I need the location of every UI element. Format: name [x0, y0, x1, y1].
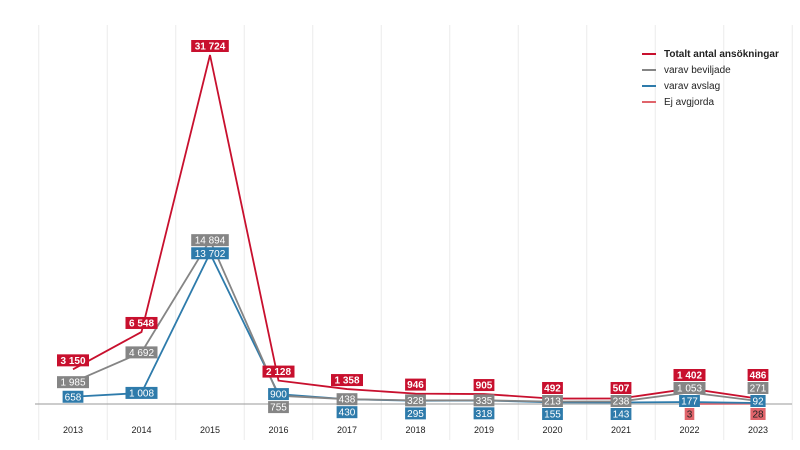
legend-item-avslag: varav avslag: [642, 79, 779, 93]
data-label-bg: [191, 234, 229, 247]
x-tick-label: 2023: [748, 425, 768, 435]
data-label: 3: [687, 410, 693, 421]
data-label-bg: [62, 390, 84, 403]
data-label-bg: [331, 374, 363, 387]
legend-label: varav avslag: [664, 80, 721, 92]
data-label: 155: [544, 410, 561, 421]
data-label-bg: [405, 378, 426, 391]
data-label-bg: [610, 408, 632, 420]
data-label: 3 150: [60, 356, 85, 367]
legend-swatch: [642, 53, 656, 55]
x-tick-label: 2021: [611, 425, 631, 435]
data-label-bg: [191, 247, 229, 260]
data-label-bg: [542, 382, 563, 394]
data-label-bg: [191, 40, 229, 52]
legend-item-total: Totalt antal ansökningar: [642, 47, 779, 61]
data-label: 658: [65, 392, 82, 403]
legend-swatch: [642, 101, 656, 103]
data-label: 430: [339, 408, 356, 419]
legend-label: Ej avgjorda: [664, 96, 715, 108]
data-label-bg: [750, 395, 766, 407]
data-label: 143: [613, 410, 630, 421]
data-label: 1 358: [334, 376, 359, 387]
data-label-bg: [473, 379, 495, 392]
data-label: 295: [407, 409, 424, 420]
legend-swatch: [642, 85, 656, 87]
data-label-bg: [473, 407, 495, 420]
data-label: 92: [752, 397, 764, 408]
data-label-bg: [542, 408, 563, 420]
data-label: 486: [750, 371, 767, 382]
data-label-bg: [336, 393, 358, 406]
x-tick-label: 2022: [679, 425, 699, 435]
data-label: 4 692: [129, 348, 154, 359]
data-label-bg: [673, 369, 706, 381]
data-label-bg: [673, 382, 706, 394]
data-label: 507: [613, 384, 630, 395]
data-label: 946: [407, 380, 424, 391]
legend-item-beviljade: varav beviljade: [642, 63, 779, 77]
data-label-bg: [610, 382, 632, 394]
data-label-bg: [262, 365, 295, 378]
data-label-bg: [684, 408, 695, 420]
data-label: 238: [613, 397, 630, 408]
series-line-0: [72, 54, 759, 400]
data-label: 1 008: [129, 388, 154, 399]
data-label: 2 128: [266, 367, 291, 378]
data-label: 335: [476, 396, 493, 407]
x-tick-label: 2013: [63, 425, 83, 435]
data-label: 438: [339, 395, 356, 406]
legend-item-ej-avgjorda: Ej avgjorda: [642, 95, 779, 109]
data-label-bg: [125, 346, 158, 359]
x-tick-label: 2015: [200, 425, 220, 435]
data-label: 1 402: [677, 371, 702, 382]
data-label: 755: [270, 403, 287, 414]
data-label: 318: [476, 409, 493, 420]
data-label-bg: [405, 394, 426, 407]
data-label: 1 053: [677, 384, 702, 395]
data-label-bg: [268, 388, 289, 401]
x-tick-label: 2019: [474, 425, 494, 435]
data-label: 328: [407, 396, 424, 407]
legend-label: varav beviljade: [664, 64, 731, 76]
x-tick-label: 2016: [268, 425, 288, 435]
data-label: 6 548: [129, 318, 154, 329]
data-label-bg: [125, 316, 158, 329]
data-label-bg: [610, 395, 632, 407]
data-label-bg: [125, 386, 158, 399]
legend-label: Totalt antal ansökningar: [664, 48, 779, 60]
legend: Totalt antal ansökningar varav beviljade…: [642, 47, 779, 111]
x-tick-label: 2020: [542, 425, 562, 435]
data-label-bg: [747, 382, 769, 394]
data-label-bg: [57, 354, 89, 367]
data-label: 28: [752, 410, 764, 421]
data-label-bg: [268, 401, 289, 414]
data-label: 905: [476, 381, 493, 392]
data-label-bg: [750, 408, 766, 420]
data-label: 177: [681, 397, 698, 408]
data-label-bg: [57, 376, 89, 389]
data-label-bg: [473, 394, 495, 407]
x-tick-label: 2017: [337, 425, 357, 435]
x-tick-label: 2018: [405, 425, 425, 435]
data-label-bg: [542, 395, 563, 407]
data-label-bg: [405, 407, 426, 420]
data-label: 14 894: [195, 236, 226, 247]
legend-swatch: [642, 69, 656, 71]
data-label: 271: [750, 384, 767, 395]
data-label-bg: [336, 406, 358, 419]
data-label: 900: [270, 390, 287, 401]
data-label: 213: [544, 397, 561, 408]
data-label: 31 724: [195, 42, 226, 53]
data-label: 13 702: [195, 249, 226, 260]
data-label-bg: [747, 369, 769, 381]
data-label: 492: [544, 384, 561, 395]
data-label: 1 985: [60, 378, 85, 389]
x-tick-label: 2014: [131, 425, 151, 435]
data-label-bg: [679, 395, 700, 407]
